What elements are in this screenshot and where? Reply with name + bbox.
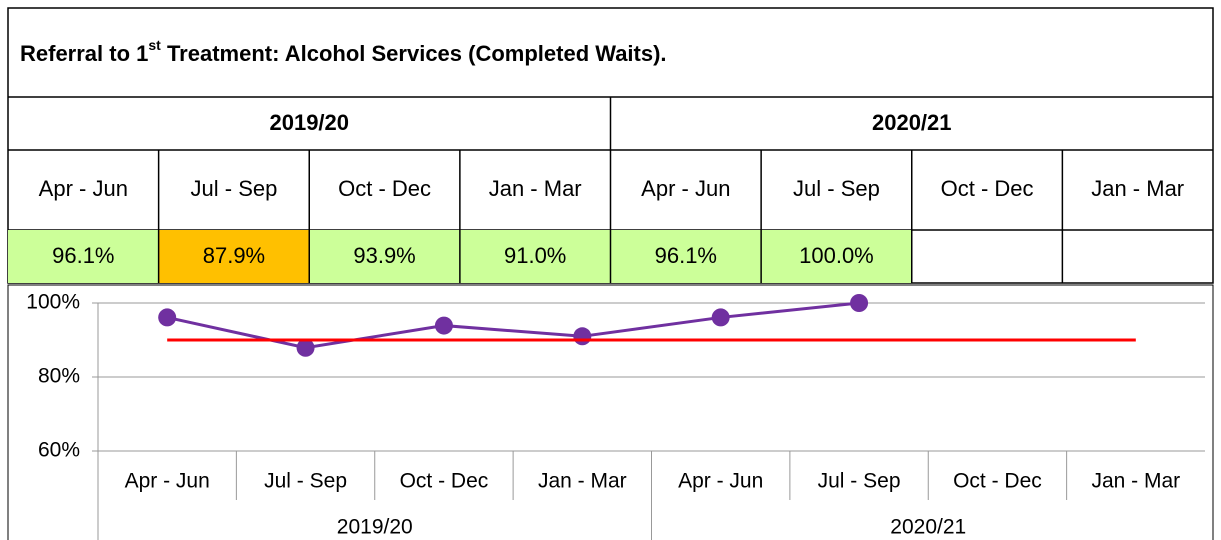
- quarter-header: Jan - Mar: [489, 176, 582, 201]
- x-group-label: 2019/20: [337, 516, 413, 539]
- quarter-header: Oct - Dec: [941, 176, 1034, 201]
- year-header: 2020/21: [872, 110, 952, 135]
- y-tick-label: 60%: [38, 439, 80, 462]
- title-sup: st: [148, 37, 161, 53]
- value-cell: [158, 230, 310, 283]
- x-tick-label: Oct - Dec: [953, 470, 1042, 493]
- point: [434, 316, 453, 335]
- table-title: Referral to 1st Treatment: Alcohol Servi…: [20, 37, 667, 66]
- point: [573, 327, 592, 346]
- x-tick-label: Jul - Sep: [818, 470, 901, 493]
- x-group-label: 2020/21: [890, 516, 966, 539]
- value-text: 87.9%: [203, 243, 265, 268]
- series-line: [166, 301, 860, 350]
- x-tick-label: Apr - Jun: [678, 470, 763, 493]
- title-part: Treatment: Alcohol Services (Completed W…: [161, 41, 667, 66]
- quarter-header: Jul - Sep: [793, 176, 880, 201]
- y-tick-label: 80%: [38, 365, 80, 388]
- title-part: Referral to 1: [20, 41, 148, 66]
- quarter-header: Jan - Mar: [1091, 176, 1184, 201]
- point: [296, 338, 315, 357]
- x-tick-label: Oct - Dec: [400, 470, 489, 493]
- value-text: 96.1%: [52, 243, 114, 268]
- x-tick-label: Apr - Jun: [125, 470, 210, 493]
- quarter-header: Apr - Jun: [641, 176, 730, 201]
- value-cell: [459, 230, 611, 283]
- quarter-header: Apr - Jun: [39, 176, 128, 201]
- value-text: 91.0%: [504, 243, 566, 268]
- x-tick-label: Jan - Mar: [538, 470, 627, 493]
- value-cell: [8, 230, 159, 283]
- value-text: 100.0%: [799, 243, 874, 268]
- point: [711, 308, 730, 327]
- quarter-header: Oct - Dec: [338, 176, 431, 201]
- x-tick-label: Jan - Mar: [1091, 470, 1180, 493]
- value-cell: [610, 230, 762, 283]
- y-tick-label: 100%: [26, 291, 80, 314]
- point: [850, 294, 869, 312]
- year-header: 2019/20: [269, 110, 349, 135]
- x-tick-label: Jul - Sep: [264, 470, 347, 493]
- value-text: 93.9%: [353, 243, 415, 268]
- point: [158, 308, 177, 327]
- value-cell: [761, 230, 912, 283]
- chart-border: [7, 284, 1214, 540]
- value-cell: [309, 230, 460, 283]
- quarter-header: Jul - Sep: [191, 176, 278, 201]
- value-text: 96.1%: [655, 243, 717, 268]
